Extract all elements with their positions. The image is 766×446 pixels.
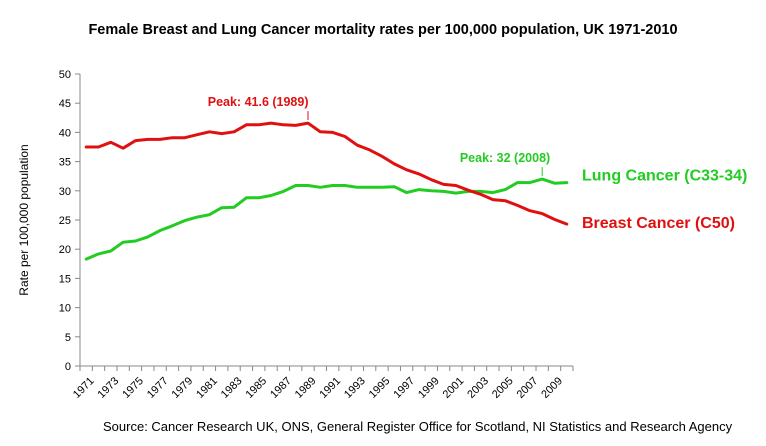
x-tick-label: 1975 [120,375,146,401]
y-tick-label: 0 [65,361,71,373]
x-tick-label: 1977 [145,375,171,401]
peak-label: Peak: 32 (2008) [460,151,550,165]
breast-cancer-label: Breast Cancer (C50) [582,215,735,232]
y-tick-label: 40 [59,127,71,139]
x-tick-label: 1991 [317,375,343,401]
x-tick-label: 1981 [194,375,220,401]
y-tick-label: 15 [59,273,71,285]
chart-title: Female Breast and Lung Cancer mortality … [88,22,678,38]
x-tick-label: 1999 [416,375,442,401]
x-tick-label: 2009 [539,375,565,401]
breast-cancer-line [84,121,569,226]
x-tick-label: 1997 [391,375,417,401]
series-labels: Lung Cancer (C33-34) Breast Cancer (C50) [582,168,747,232]
axes [79,74,573,367]
lung-cancer-line [84,177,569,261]
peak-label: Peak: 41.6 (1989) [208,95,309,109]
y-tick-label: 50 [59,69,71,81]
x-tick-label: 1989 [293,375,319,401]
y-axis-ticks: 0 5 10 15 20 25 30 35 40 45 50 [59,69,80,373]
x-tick-label: 1985 [243,375,269,401]
x-tick-label: 1979 [170,375,196,401]
y-tick-label: 25 [59,215,71,227]
x-tick-label: 1987 [268,375,294,401]
x-tick-label: 1973 [96,375,122,401]
y-tick-label: 10 [59,303,71,315]
x-tick-label: 2007 [515,375,541,401]
x-tick-label: 1995 [367,375,393,401]
x-axis-ticks: 1971197319751977197919811983198519871989… [71,366,574,401]
lung-cancer-label: Lung Cancer (C33-34) [582,168,747,185]
source-note: Source: Cancer Research UK, ONS, General… [103,419,733,434]
x-tick-label: 2005 [490,375,516,401]
y-axis-label: Rate per 100,000 population [17,144,31,295]
x-tick-label: 2003 [465,375,491,401]
y-tick-label: 20 [59,244,71,256]
x-tick-label: 2001 [441,375,467,401]
y-tick-label: 35 [59,157,71,169]
x-tick-label: 1983 [219,375,245,401]
x-tick-label: 1993 [342,375,368,401]
y-tick-label: 45 [59,98,71,110]
x-tick-label: 1971 [71,375,97,401]
series-lines [84,121,569,261]
y-tick-label: 5 [65,332,71,344]
y-tick-label: 30 [59,186,71,198]
peak-annotations: Peak: 41.6 (1989) Peak: 32 (2008) [208,95,550,177]
